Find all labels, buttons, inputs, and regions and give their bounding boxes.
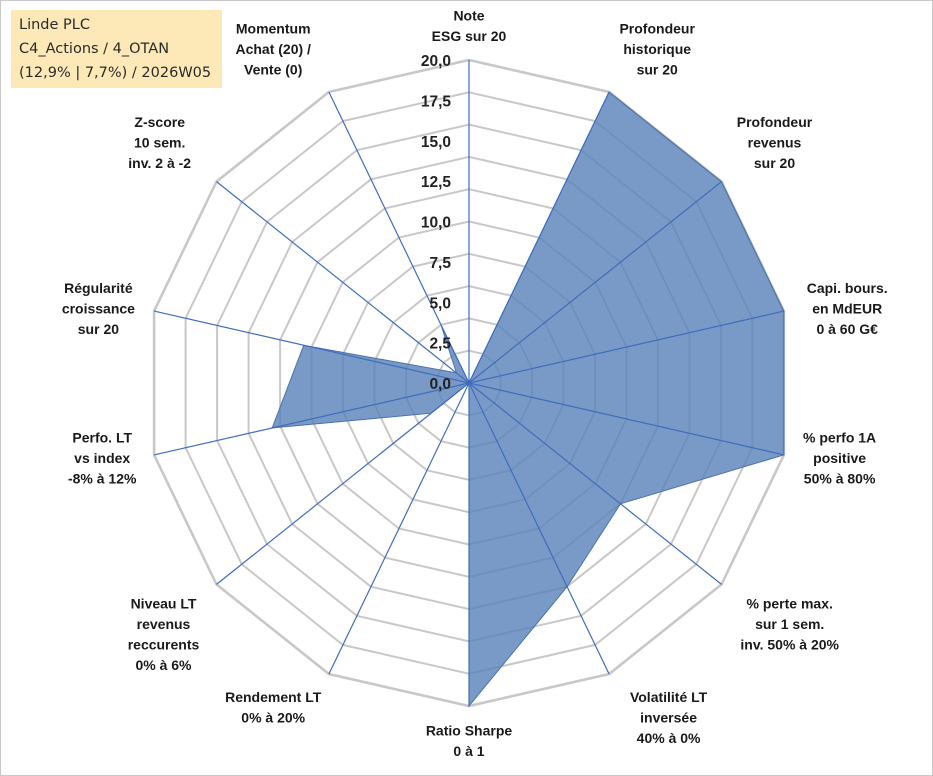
- tick-label: 0,0: [429, 376, 451, 393]
- axis-label-line: reccurents: [128, 637, 200, 653]
- axis-label-line: Capi. bours.: [807, 280, 888, 296]
- axis-label-line: Z-score: [134, 114, 185, 130]
- axis-label-line: inv. 50% à 20%: [740, 637, 839, 653]
- axis-label-line: Vente (0): [244, 61, 302, 77]
- axis-label-line: -8% à 12%: [68, 471, 137, 487]
- axis-label-line: sur 1 sem.: [755, 616, 824, 632]
- spoke-4: [468, 382, 785, 456]
- axis-label-line: en MdEUR: [812, 300, 882, 316]
- spoke-9: [216, 382, 470, 585]
- axis-label-line: 0 à 60 G€: [816, 321, 878, 337]
- spoke-11: [153, 310, 470, 384]
- axis-label-text: Volatilité LT inversée 40% à 0%: [630, 689, 708, 746]
- series-area-0: [271, 91, 785, 708]
- axis-label-text: % perte max. sur 1 sem. inv. 50% à 20%: [740, 596, 839, 653]
- axis-label-line: 0% à 20%: [241, 710, 305, 726]
- axis-label-line: revenus: [748, 134, 802, 150]
- axis-label-line: 10 sem.: [134, 134, 185, 150]
- axis-label-line: 40% à 0%: [637, 730, 701, 746]
- axis-label-line: Régularité: [64, 280, 133, 296]
- axis-label-text: Profondeur historique sur 20: [619, 20, 695, 77]
- radar-series: [271, 91, 785, 708]
- axis-label-line: Rendement LT: [225, 689, 322, 705]
- axis-label-line: inversée: [640, 710, 697, 726]
- axis-label-text: Note ESG sur 20: [432, 8, 507, 45]
- axis-label-line: Ratio Sharpe: [426, 723, 513, 739]
- spoke-3: [468, 310, 785, 384]
- radar-tick-labels: 0,0 2,5 5,0 7,5 10,0 12,5 15,0 17,5 20,0: [421, 53, 452, 393]
- spoke-12: [216, 181, 470, 384]
- axis-label-line: 50% à 80%: [804, 471, 876, 487]
- info-category: C4_Actions / 4_OTAN: [19, 41, 170, 57]
- axis-label-3: Capi. bours. en MdEUR 0 à 60 G€: [807, 280, 888, 337]
- tick-label: 10,0: [421, 215, 451, 232]
- axis-label-line: ESG sur 20: [432, 28, 507, 44]
- axis-label-line: % perfo 1A: [803, 430, 876, 446]
- tick-label: 17,5: [421, 93, 452, 110]
- axis-label-line: 0% à 6%: [135, 657, 192, 673]
- tick-label: 15,0: [421, 134, 451, 151]
- axis-label-line: Niveau LT: [131, 596, 197, 612]
- tick-label: 7,5: [429, 255, 451, 272]
- axis-label-line: Note: [453, 8, 484, 24]
- axis-label-line: positive: [813, 450, 866, 466]
- axis-label-text: Capi. bours. en MdEUR 0 à 60 G€: [807, 280, 888, 337]
- spoke-6: [468, 382, 610, 675]
- spoke-8: [328, 382, 470, 675]
- info-company: Linde PLC: [19, 17, 90, 33]
- axis-label-line: inv. 2 à -2: [128, 155, 191, 171]
- axis-label-line: % perte max.: [747, 596, 833, 612]
- axis-label-text: Profondeur revenus sur 20: [737, 114, 813, 171]
- axis-label-7: Ratio Sharpe 0 à 1: [426, 723, 513, 760]
- axis-label-0: Note ESG sur 20: [432, 8, 507, 45]
- axis-label-12: Z-score 10 sem. inv. 2 à -2: [128, 114, 191, 171]
- axis-label-6: Volatilité LT inversée 40% à 0%: [630, 689, 708, 746]
- axis-label-line: Volatilité LT: [630, 689, 708, 705]
- axis-label-text: % perfo 1A positive 50% à 80%: [803, 430, 876, 487]
- info-period: (12,9% | 7,7%) / 2026W05: [19, 65, 212, 81]
- tick-label: 5,0: [429, 295, 451, 312]
- axis-label-4: % perfo 1A positive 50% à 80%: [803, 430, 876, 487]
- axis-label-text: Perfo. LT vs index -8% à 12%: [68, 430, 137, 487]
- radar-axis-labels: Note ESG sur 20 Profondeur historique sur 20…: [62, 8, 888, 760]
- axis-label-2: Profondeur revenus sur 20: [737, 114, 813, 171]
- axis-label-text: Ratio Sharpe 0 à 1: [426, 723, 513, 760]
- spoke-2: [468, 181, 722, 384]
- axis-label-line: Profondeur: [619, 20, 695, 36]
- axis-label-1: Profondeur historique sur 20: [619, 20, 695, 77]
- axis-label-text: Régularité croissance sur 20: [62, 280, 135, 337]
- axis-label-9: Niveau LT revenus reccurents 0% à 6%: [128, 596, 200, 674]
- axis-label-text: Niveau LT revenus reccurents 0% à 6%: [128, 596, 200, 674]
- axis-label-text: Momentum Achat (20) / Vente (0): [235, 20, 311, 77]
- axis-label-line: Momentum: [236, 20, 311, 36]
- axis-label-line: Achat (20) /: [235, 41, 311, 57]
- axis-label-line: sur 20: [754, 155, 795, 171]
- spoke-13: [328, 91, 470, 384]
- tick-label: 2,5: [429, 336, 451, 353]
- axis-label-11: Régularité croissance sur 20: [62, 280, 135, 337]
- axis-label-line: Profondeur: [737, 114, 813, 130]
- tick-label: 20,0: [421, 53, 451, 70]
- axis-label-text: Rendement LT 0% à 20%: [225, 689, 322, 726]
- axis-label-line: Perfo. LT: [72, 430, 132, 446]
- spoke-5: [468, 382, 722, 585]
- axis-label-10: Perfo. LT vs index -8% à 12%: [68, 430, 137, 487]
- axis-label-13: Momentum Achat (20) / Vente (0): [235, 20, 311, 77]
- tick-label: 12,5: [421, 174, 452, 191]
- axis-label-8: Rendement LT 0% à 20%: [225, 689, 322, 726]
- spoke-1: [468, 91, 610, 384]
- radar-spokes: [153, 60, 785, 706]
- axis-label-text: Z-score 10 sem. inv. 2 à -2: [128, 114, 191, 171]
- axis-label-5: % perte max. sur 1 sem. inv. 50% à 20%: [740, 596, 839, 653]
- axis-label-line: croissance: [62, 300, 135, 316]
- axis-label-line: sur 20: [78, 321, 119, 337]
- axis-label-line: 0 à 1: [453, 743, 484, 759]
- info-box: Linde PLC C4_Actions / 4_OTAN (12,9% | 7…: [11, 10, 222, 88]
- spoke-10: [153, 382, 470, 456]
- axis-label-line: sur 20: [637, 61, 678, 77]
- axis-label-line: historique: [623, 41, 691, 57]
- axis-label-line: revenus: [137, 616, 191, 632]
- axis-label-line: vs index: [74, 450, 130, 466]
